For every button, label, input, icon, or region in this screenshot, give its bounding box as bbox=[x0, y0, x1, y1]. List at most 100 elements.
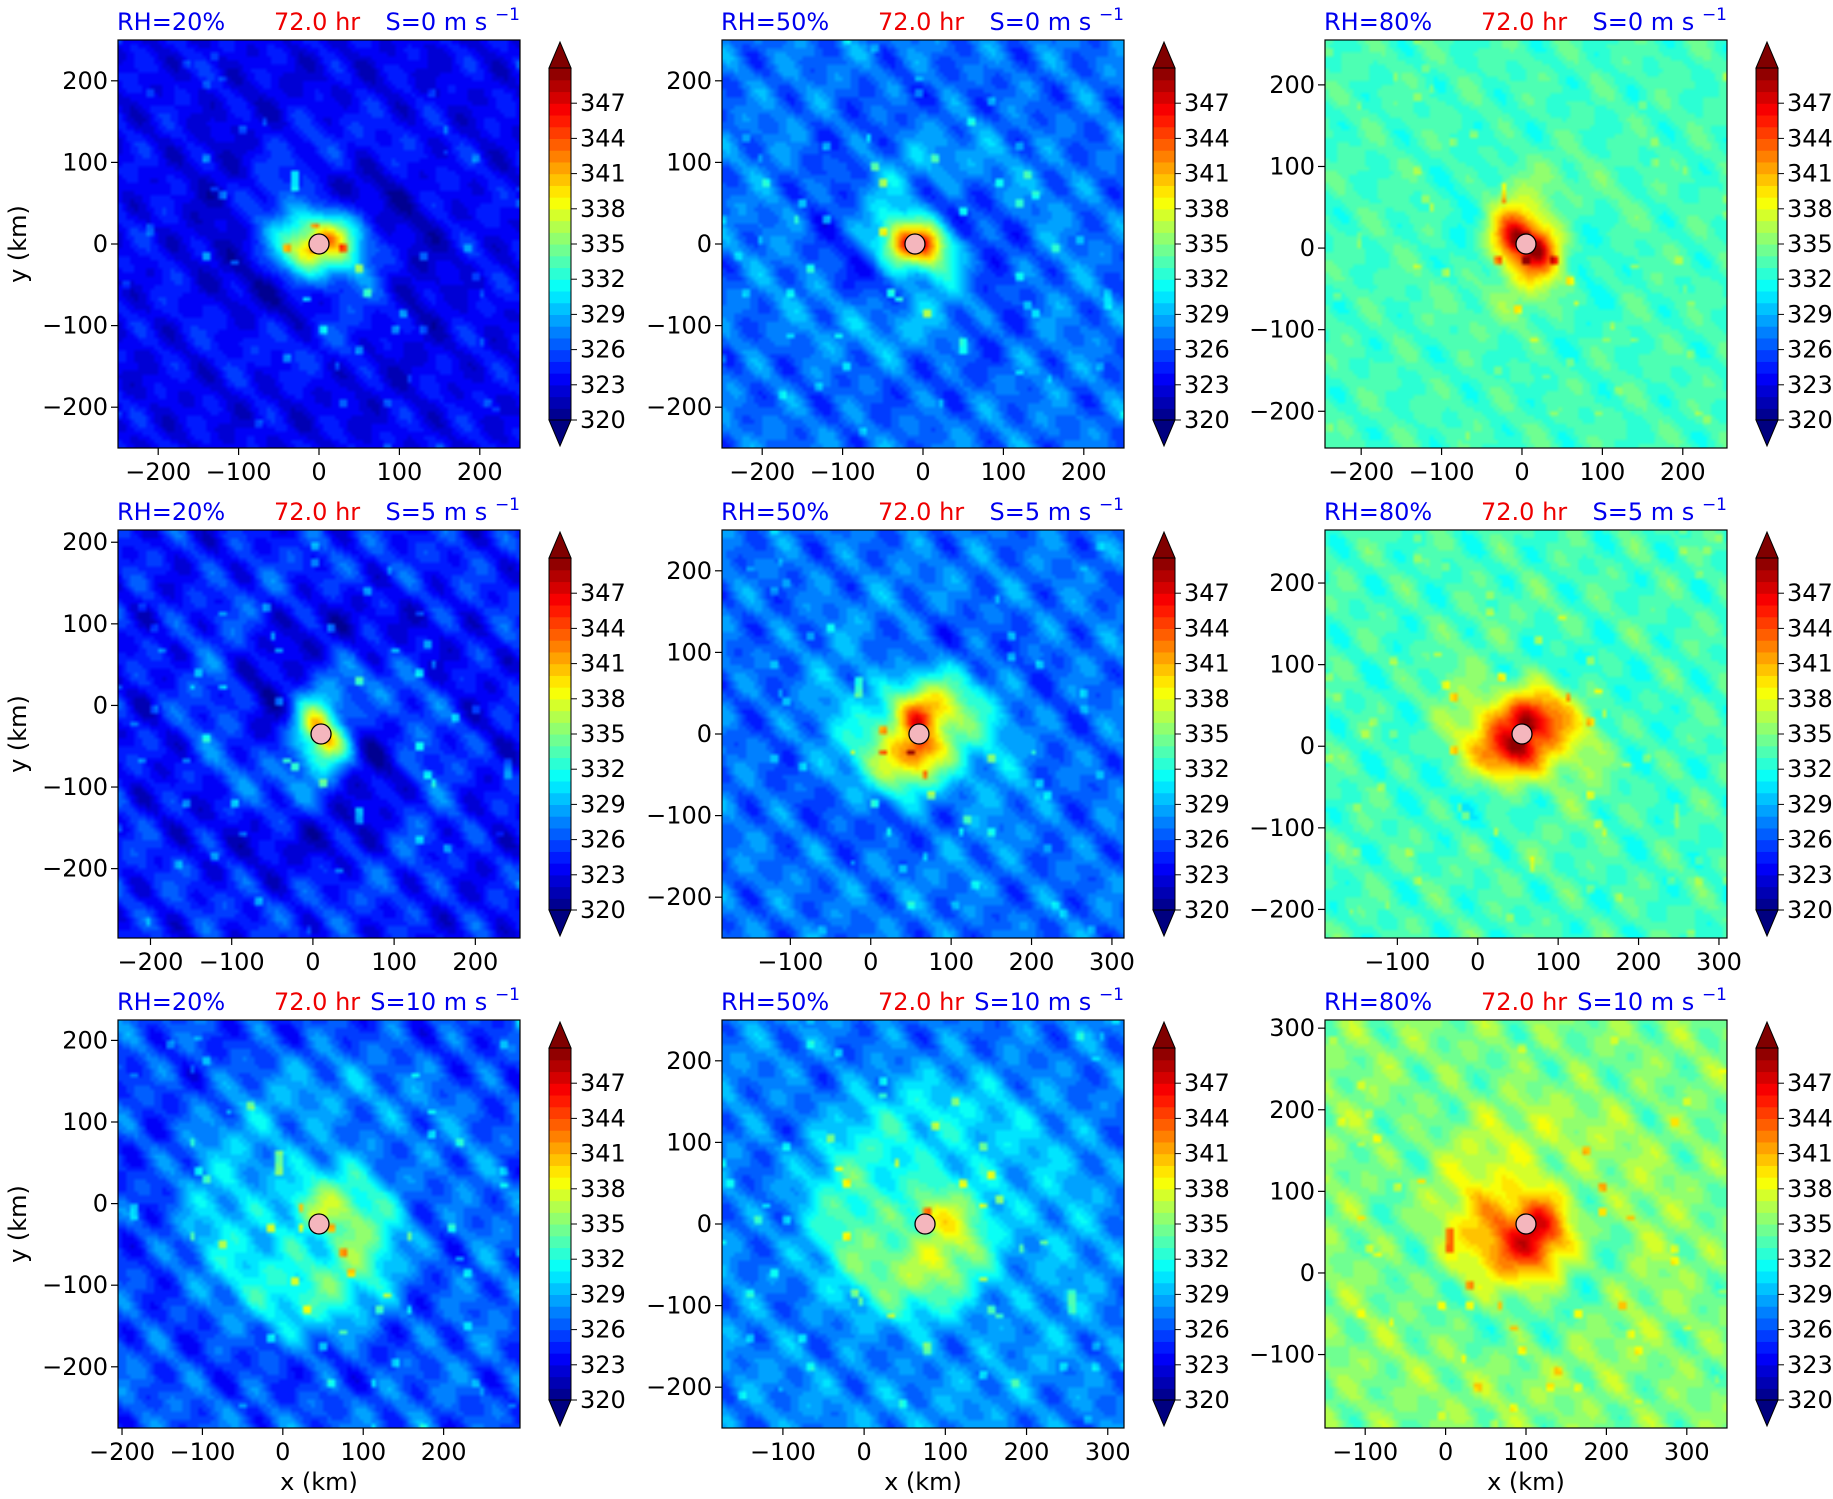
colorbar-level bbox=[549, 68, 571, 81]
colorbar-level bbox=[549, 722, 571, 735]
colorbar-level bbox=[1153, 185, 1175, 198]
x-tick-label: 200 bbox=[1616, 948, 1662, 976]
colorbar-level bbox=[1153, 138, 1175, 151]
colorbar-level bbox=[1153, 651, 1175, 665]
colorbar-level bbox=[1153, 232, 1175, 245]
colorbar-tick-label: 332 bbox=[1184, 755, 1230, 783]
panel-9: −100 0 100 200 300 300 200 100 0 −100 x (km) RH=80%… bbox=[1249, 985, 1833, 1496]
x-tick-label: 200 bbox=[452, 948, 498, 976]
colorbar-level bbox=[549, 384, 571, 398]
colorbar-level bbox=[549, 1364, 571, 1378]
colorbar-tick-label: 329 bbox=[1184, 1280, 1230, 1308]
colorbar-tick-label: 329 bbox=[1787, 1280, 1833, 1308]
colorbar-level bbox=[1756, 1259, 1778, 1272]
y-tick-label: 0 bbox=[697, 1210, 712, 1238]
colorbar-tick-label: 344 bbox=[1787, 1104, 1833, 1132]
colorbar-tick-label: 326 bbox=[1184, 826, 1230, 854]
colorbar-level bbox=[1756, 185, 1778, 198]
colorbar-level bbox=[1756, 208, 1778, 222]
colorbar-level bbox=[1153, 827, 1175, 841]
colorbar-level bbox=[1153, 1317, 1175, 1331]
x-tick-label: 200 bbox=[1009, 948, 1055, 976]
colorbar-tick-label: 320 bbox=[1184, 896, 1230, 924]
colorbar-level bbox=[1153, 408, 1175, 421]
x-tick-label: −100 bbox=[169, 1438, 235, 1466]
colorbar-level bbox=[1153, 1165, 1175, 1178]
colorbar-level bbox=[1756, 1317, 1778, 1331]
rh-label: RH=80% bbox=[1324, 988, 1432, 1016]
colorbar-level bbox=[1756, 326, 1778, 339]
y-tick-label: −200 bbox=[1249, 895, 1315, 923]
y-tick-label: −100 bbox=[1249, 814, 1315, 842]
time-label: 72.0 hr bbox=[274, 498, 360, 526]
y-tick-label: −100 bbox=[646, 1292, 712, 1320]
colorbar-tick-label: 326 bbox=[580, 336, 626, 364]
colorbar-tick-label: 320 bbox=[1787, 1386, 1833, 1414]
colorbar-level bbox=[1153, 687, 1175, 700]
colorbar-level bbox=[1756, 349, 1778, 362]
colorbar-extend-max bbox=[1755, 1020, 1779, 1049]
y-tick-label: 0 bbox=[93, 691, 108, 719]
colorbar-tick-label: 332 bbox=[1184, 265, 1230, 293]
colorbar-level bbox=[1153, 326, 1175, 339]
y-tick-label: 200 bbox=[1269, 71, 1315, 99]
colorbar-level bbox=[1756, 734, 1778, 747]
colorbar-tick-label: 335 bbox=[1787, 230, 1833, 258]
colorbar-extend-min bbox=[1152, 419, 1176, 448]
colorbar-level bbox=[1756, 1224, 1778, 1237]
colorbar-level bbox=[549, 1306, 571, 1319]
colorbar-level bbox=[549, 769, 571, 782]
plot-frame bbox=[117, 529, 521, 939]
colorbar-level bbox=[1756, 302, 1778, 315]
y-tick-label: −200 bbox=[646, 1373, 712, 1401]
colorbar-tick-label: 320 bbox=[1184, 406, 1230, 434]
plot-frame bbox=[117, 1019, 521, 1429]
colorbar-level bbox=[1756, 114, 1778, 128]
x-tick-label: −200 bbox=[1328, 458, 1394, 486]
colorbar-level bbox=[1756, 1353, 1778, 1366]
rh-label: RH=20% bbox=[117, 988, 225, 1016]
panel-2: −200 −100 0 100 200 200 100 0 −100 −200 RH=50% 72.0… bbox=[646, 5, 1230, 486]
colorbar-level bbox=[549, 1106, 571, 1119]
colorbar-tick-label: 338 bbox=[580, 685, 626, 713]
y-tick-label: −200 bbox=[646, 393, 712, 421]
colorbar-level bbox=[549, 604, 571, 618]
colorbar-level bbox=[549, 79, 571, 93]
colorbar-level bbox=[1756, 1306, 1778, 1319]
colorbar-level bbox=[1153, 898, 1175, 911]
colorbar-level bbox=[1153, 349, 1175, 362]
x-tick-label: 300 bbox=[1664, 1438, 1710, 1466]
colorbar-tick-label: 320 bbox=[1787, 896, 1833, 924]
colorbar-level bbox=[1756, 373, 1778, 386]
colorbar-level bbox=[1756, 314, 1778, 327]
colorbar-tick-label: 344 bbox=[580, 124, 626, 152]
colorbar-level bbox=[1153, 628, 1175, 641]
y-tick-label: −200 bbox=[42, 855, 108, 883]
colorbar-level bbox=[1756, 804, 1778, 817]
colorbar-level bbox=[1153, 1364, 1175, 1378]
y-tick-label: −200 bbox=[1249, 397, 1315, 425]
colorbar-level bbox=[1756, 1376, 1778, 1389]
colorbar: 347 344 341 338 335 332 329 326 323 320 bbox=[548, 530, 626, 938]
colorbar-tick-label: 338 bbox=[1184, 1175, 1230, 1203]
shear-label: S=0 m s −1 bbox=[1593, 5, 1727, 36]
storm-center-marker bbox=[1515, 1213, 1537, 1235]
x-tick-label: 100 bbox=[1579, 458, 1625, 486]
colorbar-level bbox=[1756, 1165, 1778, 1178]
colorbar-level bbox=[1153, 1106, 1175, 1119]
colorbar-level bbox=[549, 780, 571, 794]
colorbar-tick-label: 332 bbox=[1184, 1245, 1230, 1273]
colorbar-level bbox=[549, 1353, 571, 1366]
colorbar: 347 344 341 338 335 332 329 326 323 320 bbox=[1152, 530, 1230, 938]
colorbar-level bbox=[1756, 197, 1778, 210]
y-tick-label: 0 bbox=[697, 230, 712, 258]
colorbar-tick-label: 347 bbox=[580, 1069, 626, 1097]
colorbar-extend-min bbox=[1755, 1399, 1779, 1428]
colorbar-level bbox=[549, 734, 571, 747]
y-tick-label: 0 bbox=[1300, 234, 1315, 262]
colorbar-tick-label: 344 bbox=[580, 1104, 626, 1132]
colorbar-level bbox=[1153, 1329, 1175, 1342]
colorbar-level bbox=[1756, 628, 1778, 641]
colorbar-tick-label: 335 bbox=[1184, 720, 1230, 748]
colorbar-tick-label: 332 bbox=[1787, 755, 1833, 783]
